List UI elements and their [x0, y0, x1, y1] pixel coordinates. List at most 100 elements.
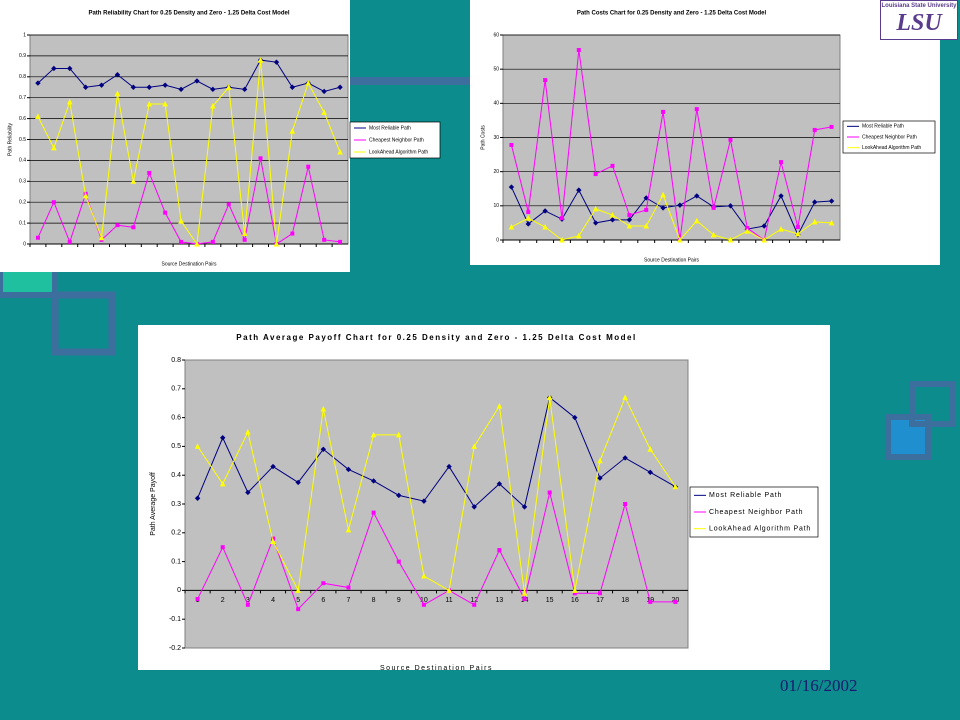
y-tick-label: 60 [493, 32, 499, 38]
y-tick-label: 0.9 [19, 53, 26, 59]
point-marker [622, 394, 628, 400]
point-marker [67, 65, 73, 72]
x-tick-label: 9 [397, 597, 401, 604]
series-line [37, 60, 341, 246]
point-marker [576, 187, 582, 193]
y-tick-label: -0.1 [169, 616, 181, 623]
y-tick-label: 1 [23, 32, 26, 38]
point-marker [114, 90, 121, 97]
point-marker [162, 82, 168, 88]
point-marker [623, 502, 628, 506]
point-marker [371, 510, 376, 515]
y-tick-label: 0.3 [19, 179, 26, 185]
x-tick-label: 8 [372, 597, 376, 604]
point-marker [66, 98, 73, 105]
point-marker [694, 107, 699, 112]
point-marker [370, 478, 377, 484]
chart-title: Path Reliability Chart for 0.25 Density … [88, 11, 289, 17]
point-marker [346, 585, 351, 590]
legend-label: Cheapest Neighbor Path [862, 134, 917, 140]
point-marker [396, 492, 402, 499]
point-marker [643, 222, 650, 229]
point-marker [576, 232, 582, 239]
point-marker [51, 65, 57, 72]
point-marker [508, 184, 515, 190]
point-marker [194, 240, 200, 247]
point-marker [609, 211, 616, 218]
point-marker [305, 79, 312, 86]
point-marker [67, 239, 72, 244]
point-marker [677, 236, 683, 243]
point-marker [195, 597, 200, 602]
point-marker [35, 80, 41, 86]
x-tick-label: 6 [321, 597, 325, 604]
point-marker [509, 143, 514, 148]
point-marker [471, 504, 477, 510]
point-marker [225, 84, 232, 90]
point-marker [521, 504, 528, 510]
point-marker [597, 457, 603, 464]
point-marker [35, 113, 41, 120]
y-tick-label: 0 [177, 587, 181, 594]
slide-date: 01/16/2002 [780, 676, 858, 695]
point-marker [146, 84, 152, 90]
point-marker [761, 223, 767, 229]
x-tick-label: 3 [246, 597, 250, 604]
point-marker [289, 84, 296, 90]
point-marker [626, 222, 633, 229]
point-marker [812, 199, 818, 205]
point-marker [257, 56, 264, 63]
point-marker [592, 205, 599, 212]
point-marker [622, 455, 628, 461]
point-marker [677, 202, 683, 208]
deco-square [909, 381, 955, 427]
legend-label: Most Reliable Path [709, 492, 782, 499]
legend-label: LookAhead Algorithm Path [709, 526, 811, 533]
series-line [510, 186, 832, 237]
point-marker [661, 109, 666, 114]
point-marker [51, 144, 57, 151]
y-tick-label: 10 [493, 203, 499, 209]
point-marker [779, 160, 784, 165]
point-marker [273, 59, 280, 65]
point-marker [51, 200, 56, 205]
point-marker [210, 239, 215, 244]
x-tick-label: 15 [546, 597, 554, 604]
y-tick-label: 0.5 [171, 443, 181, 450]
legend-label: Cheapest Neighbor Path [369, 137, 424, 143]
point-marker [210, 102, 216, 109]
point-marker [131, 225, 136, 230]
point-marker [711, 205, 716, 210]
y-tick-label: 0.8 [19, 74, 26, 80]
point-marker [338, 239, 343, 244]
chart-title: Path Costs Chart for 0.25 Density and Ze… [577, 11, 767, 17]
point-marker [778, 225, 784, 232]
point-marker [395, 431, 402, 438]
point-marker [627, 213, 632, 218]
x-axis-label: Source Destination Pairs [161, 261, 217, 267]
y-tick-label: 0.6 [171, 414, 181, 421]
point-marker [728, 137, 733, 142]
point-marker [547, 490, 552, 495]
point-marker [597, 591, 602, 596]
point-marker [542, 208, 548, 214]
logo-initials: LSU [896, 10, 942, 36]
series-line [510, 49, 832, 241]
point-marker [273, 240, 280, 247]
point-marker [693, 217, 700, 224]
point-marker [130, 178, 137, 184]
y-tick-label: 0.6 [19, 116, 26, 122]
x-tick-label: 5 [296, 597, 300, 604]
point-marker [496, 481, 503, 487]
point-marker [795, 230, 801, 237]
y-tick-label: 0.1 [171, 558, 181, 565]
point-marker [672, 483, 679, 490]
point-marker [321, 109, 327, 115]
point-marker [98, 234, 105, 241]
point-marker [290, 231, 295, 236]
point-marker [179, 239, 184, 244]
point-marker [421, 572, 427, 579]
point-marker [220, 545, 225, 550]
point-marker [543, 78, 548, 83]
